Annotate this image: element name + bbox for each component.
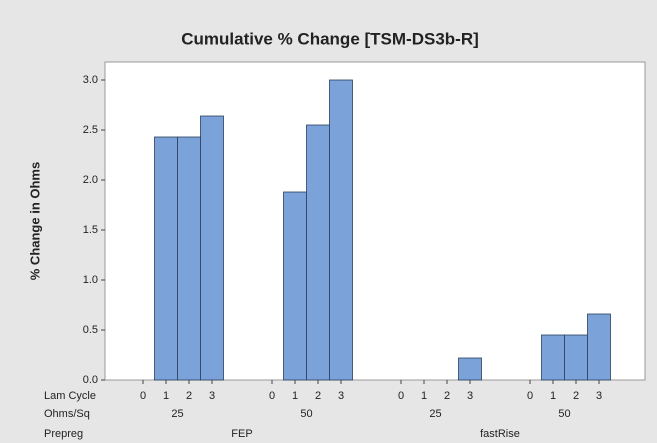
y-tick-label: 0.5 — [83, 324, 98, 336]
bar — [306, 124, 330, 381]
y-axis-label: % Change in Ohms — [27, 162, 42, 280]
x-tick-label: 50 — [300, 408, 312, 420]
bar — [329, 79, 353, 381]
x-tick-label: 1 — [163, 390, 169, 402]
x-tick-label: 3 — [209, 390, 215, 402]
x-tick-label: 1 — [550, 390, 556, 402]
level-name: Prepreg — [44, 428, 83, 440]
bar — [541, 334, 565, 381]
x-tick-label: 2 — [186, 390, 192, 402]
bar — [564, 334, 588, 381]
x-tick-label: 1 — [292, 390, 298, 402]
x-tick-label: 2 — [315, 390, 321, 402]
x-tick-label: 3 — [338, 390, 344, 402]
bar — [458, 357, 482, 381]
x-tick-label: 25 — [171, 408, 183, 420]
bar — [200, 115, 224, 381]
y-tick-label: 0.0 — [83, 374, 98, 386]
chart-title: Cumulative % Change [TSM-DS3b-R] — [181, 29, 479, 48]
bar — [587, 313, 611, 381]
y-tick-label: 2.0 — [83, 174, 98, 186]
x-tick-label: 2 — [573, 390, 579, 402]
x-tick-label: 3 — [596, 390, 602, 402]
x-tick-label: 2 — [444, 390, 450, 402]
level-name: Lam Cycle — [44, 390, 96, 402]
x-tick-label: 0 — [140, 390, 146, 402]
x-tick-label: 0 — [527, 390, 533, 402]
y-tick-label: 1.5 — [83, 224, 98, 236]
x-tick-label: 0 — [398, 390, 404, 402]
bar — [154, 136, 178, 381]
x-tick-label: FEP — [231, 428, 252, 440]
bar — [283, 191, 307, 381]
bar — [177, 136, 201, 381]
x-tick-label: 1 — [421, 390, 427, 402]
x-tick-label: fastRise — [480, 428, 520, 440]
x-tick-label: 50 — [558, 408, 570, 420]
level-name: Ohms/Sq — [44, 408, 90, 420]
x-tick-label: 0 — [269, 390, 275, 402]
y-tick-label: 1.0 — [83, 274, 98, 286]
x-tick-label: 3 — [467, 390, 473, 402]
y-tick-label: 3.0 — [83, 74, 98, 86]
y-tick-label: 2.5 — [83, 124, 98, 136]
x-tick-label: 25 — [429, 408, 441, 420]
